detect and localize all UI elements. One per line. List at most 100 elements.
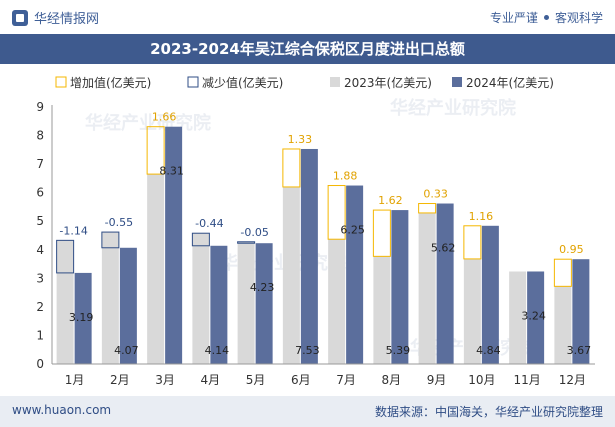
bar-2023 [192,233,210,364]
increase-box [553,258,572,287]
y-tick-label: 2 [36,300,44,314]
change-label: 0.95 [559,243,584,256]
legend-label: 2023年(亿美元) [344,75,432,90]
bar-2024-value: 5.39 [386,344,411,357]
x-tick-label: 4月 [201,373,221,387]
brand-logo-icon [12,9,28,26]
bar-2024-value: 4.84 [476,344,501,357]
bar-2024-value: 7.53 [295,344,320,357]
y-tick-label: 1 [36,328,44,342]
increase-box [418,203,437,214]
bar-2024 [572,259,590,364]
slogan-right: 客观科学 [554,11,603,25]
slogan: 专业严谨 客观科学 [490,9,603,26]
bullet-dot-icon [543,15,549,20]
y-tick-label: 5 [36,214,44,228]
bar-2024 [119,247,137,364]
increase-box [146,126,165,175]
legend-label: 增加值(亿美元) [70,75,151,90]
change-label: -0.05 [240,226,268,239]
bar-2024 [481,225,499,364]
x-tick-label: 6月 [291,373,311,387]
bar-2024-value: 4.23 [250,281,275,294]
bar-chart: 华经产业研究院华经产业研究院华经产业研究院华经产业研究院增加值(亿美元)减少值(… [36,75,595,387]
change-label: -0.55 [105,216,133,229]
bar-2023 [56,240,74,364]
bar-2024 [74,272,92,364]
y-tick-label: 3 [36,271,44,285]
x-tick-label: 9月 [427,373,447,387]
change-label: 1.33 [288,133,313,146]
x-tick-label: 12月 [559,373,586,387]
bar-2023 [147,174,165,364]
decrease-box [191,232,210,247]
bar-2024-value: 5.62 [431,242,456,255]
bar-2023 [418,212,436,364]
footer-source: 数据来源：中国海关，华经产业研究院整理 [374,405,603,419]
bar-2024 [300,148,318,364]
x-tick-label: 11月 [513,373,540,387]
bar-2024 [436,203,454,364]
decrease-box [101,231,120,249]
bar-2024 [527,271,545,364]
legend-increase-swatch [55,76,67,88]
change-label: 0.33 [423,188,448,201]
decrease-box [237,241,256,244]
x-tick-label: 2月 [110,373,130,387]
top-bar: 华经情报网 专业严谨 客观科学 [0,0,615,34]
y-tick-label: 9 [36,100,44,114]
decrease-box [56,239,75,274]
bar-2024-value: 4.14 [205,344,230,357]
bar-2023 [101,232,119,364]
increase-box [463,225,482,260]
y-tick-label: 7 [36,157,44,171]
footer-website[interactable]: www.huaon.com [12,403,112,417]
bar-2023 [463,258,481,364]
legend-2024-swatch [452,77,462,87]
footer: www.huaon.com 数据来源：中国海关，华经产业研究院整理 [0,396,615,427]
watermark-text: 华经产业研究院 [390,97,516,119]
slogan-left: 专业严谨 [489,11,538,25]
legend-label: 减少值(亿美元) [202,75,283,90]
chart-title: 2023-2024年吴江综合保税区月度进出口总额 [0,34,615,64]
x-tick-label: 3月 [155,373,175,387]
bar-2024 [346,185,364,364]
change-label: -1.14 [59,224,87,237]
brand[interactable]: 华经情报网 [12,8,99,27]
y-tick-label: 6 [36,186,44,200]
x-tick-label: 5月 [246,373,266,387]
bar-2023 [509,271,527,364]
bar-2024-value: 3.67 [567,344,592,357]
x-tick-label: 7月 [336,373,356,387]
bar-2024 [210,245,228,364]
legend-label: 2024年(亿美元) [466,75,554,90]
y-tick-label: 4 [36,243,44,257]
bar-2024 [165,126,183,364]
bar-2023 [237,241,255,364]
x-tick-label: 8月 [382,373,402,387]
bar-2024-value: 4.07 [114,344,139,357]
bar-2023 [373,256,391,364]
bar-2024 [255,243,273,364]
bar-2024 [391,210,409,364]
change-label: 1.88 [333,170,358,183]
x-tick-label: 1月 [65,373,85,387]
bar-2023 [282,186,300,364]
y-tick-label: 8 [36,129,44,143]
increase-box [372,209,391,257]
bar-2023 [554,286,572,364]
bar-2024-value: 3.19 [69,311,94,324]
legend-2023-swatch [330,77,340,87]
bar-2023 [328,239,346,364]
change-label: -0.44 [195,217,223,230]
legend-decrease-swatch [187,76,199,88]
watermark-text: 华经产业研究院 [85,112,211,134]
bar-2024-value: 8.31 [159,165,184,178]
y-tick-label: 0 [36,357,44,371]
bar-2024-value: 3.24 [521,309,546,322]
increase-box [327,185,346,240]
change-label: 1.16 [469,210,494,223]
x-tick-label: 10月 [468,373,495,387]
bar-2024-value: 6.25 [340,224,365,237]
change-label: 1.66 [152,111,177,124]
